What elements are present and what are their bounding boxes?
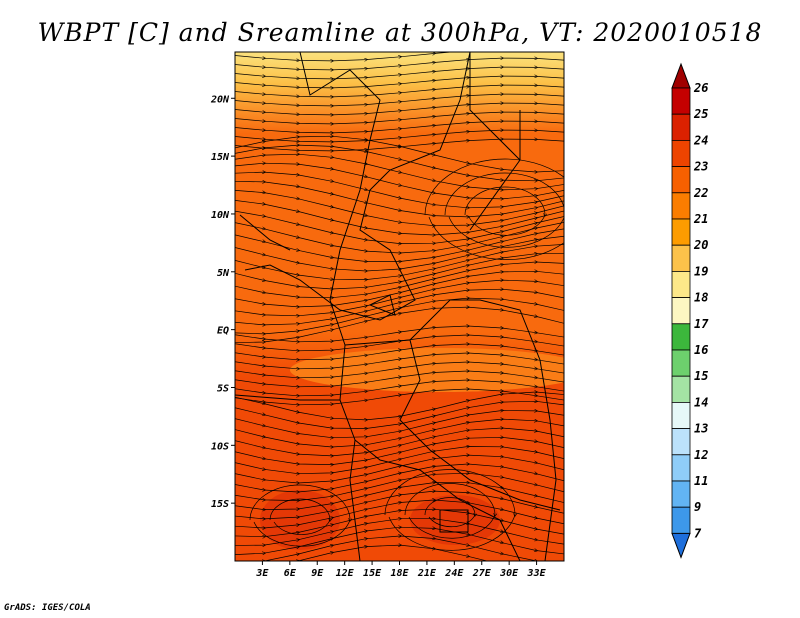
colorbar-bin — [671, 244, 691, 272]
colorbar-level-label: 25 — [693, 107, 708, 121]
colorbar-level-label: 22 — [693, 186, 708, 200]
lon-tick-label: 33E — [527, 568, 547, 579]
map-title: WBPT [C] and Sreamline at 300hPa, VT: 20… — [37, 18, 763, 47]
colorbar-level-label: 14 — [694, 395, 708, 409]
lat-tick-label: 10S — [211, 441, 229, 452]
lake-outline — [439, 509, 469, 533]
colorbar-bin — [671, 428, 691, 456]
streamline — [424, 158, 564, 260]
streamline — [269, 498, 330, 535]
streamline — [424, 497, 475, 528]
colorbar-top-arrow — [671, 62, 691, 89]
colorbar-level-label: 7 — [694, 526, 702, 540]
colorbar-bin — [671, 401, 691, 429]
colorbar-bin — [671, 166, 691, 194]
streamline — [404, 483, 495, 539]
lon-tick-label: 18E — [390, 568, 409, 579]
lat-tick-label: 15S — [211, 499, 229, 510]
wbpt-field — [235, 52, 564, 561]
streamline — [384, 469, 515, 551]
lon-tick-label: 27E — [472, 568, 492, 579]
colorbar-level-label: 21 — [693, 212, 708, 226]
colorbar-bin — [671, 139, 691, 167]
colorbar-level-label: 26 — [693, 81, 708, 95]
latitude-axis: 20N 15N 10N 5N EQ 5S 10S 15S — [210, 94, 235, 510]
colorbar-bin — [671, 270, 691, 298]
colorbar-level-label: 16 — [694, 343, 708, 357]
grads-credit: GrADS: IGES/COLA — [4, 603, 91, 613]
colorbar-bottom-arrow — [671, 532, 691, 559]
streamline — [230, 545, 570, 561]
map-panel — [230, 52, 570, 561]
colorbar-bin — [671, 87, 691, 115]
colorbar-level-label: 18 — [694, 291, 708, 305]
colorbar-bin — [671, 297, 691, 325]
colorbar-level-label: 17 — [694, 317, 709, 331]
lon-tick-label: 15E — [363, 568, 382, 579]
colorbar-bin — [671, 113, 691, 141]
colorbar-bin — [671, 349, 691, 377]
colorbar: 26 25 24 23 22 21 20 19 18 17 16 15 14 13 12 11 9 7 — [671, 62, 709, 559]
lon-tick-label: 9E — [311, 568, 324, 579]
lon-tick-label: 30E — [499, 568, 519, 579]
colorbar-level-label: 12 — [694, 448, 708, 462]
lon-tick-label: 24E — [444, 568, 464, 579]
colorbar-level-label: 20 — [693, 238, 708, 252]
colorbar-level-label: 9 — [694, 500, 701, 514]
streamlines — [230, 52, 570, 561]
lon-tick-label: 12E — [336, 568, 355, 579]
lon-tick-label: 6E — [284, 568, 297, 579]
colorbar-level-label: 11 — [694, 474, 708, 488]
colorbar-bin — [671, 323, 691, 351]
colorbar-level-label: 19 — [694, 264, 708, 278]
lon-tick-label: 3E — [255, 568, 269, 579]
lat-tick-label: 10N — [211, 210, 230, 221]
longitude-axis: 3E 6E 9E 12E 15E 18E 21E 24E 27E 30E 33E — [255, 561, 547, 579]
lat-tick-label: EQ — [217, 326, 229, 337]
streamline — [249, 484, 350, 547]
colorbar-bin — [671, 480, 691, 508]
colorbar-level-label: 15 — [694, 369, 708, 383]
lon-tick-label: 21E — [417, 568, 437, 579]
colorbar-bin — [671, 218, 691, 246]
colorbar-bin — [671, 454, 691, 482]
streamline — [464, 186, 545, 236]
lat-tick-label: 5N — [217, 268, 230, 279]
lat-tick-label: 20N — [210, 94, 230, 105]
lat-tick-label: 15N — [211, 152, 230, 163]
lat-tick-label: 5S — [217, 383, 229, 394]
colorbar-bin — [671, 375, 691, 403]
colorbar-bin — [671, 192, 691, 220]
colorbar-level-label: 23 — [693, 160, 708, 174]
colorbar-level-label: 13 — [694, 422, 708, 436]
colorbar-bin — [671, 506, 691, 534]
colorbar-level-label: 24 — [693, 133, 708, 147]
streamline — [444, 172, 564, 248]
country-borders — [235, 52, 561, 561]
